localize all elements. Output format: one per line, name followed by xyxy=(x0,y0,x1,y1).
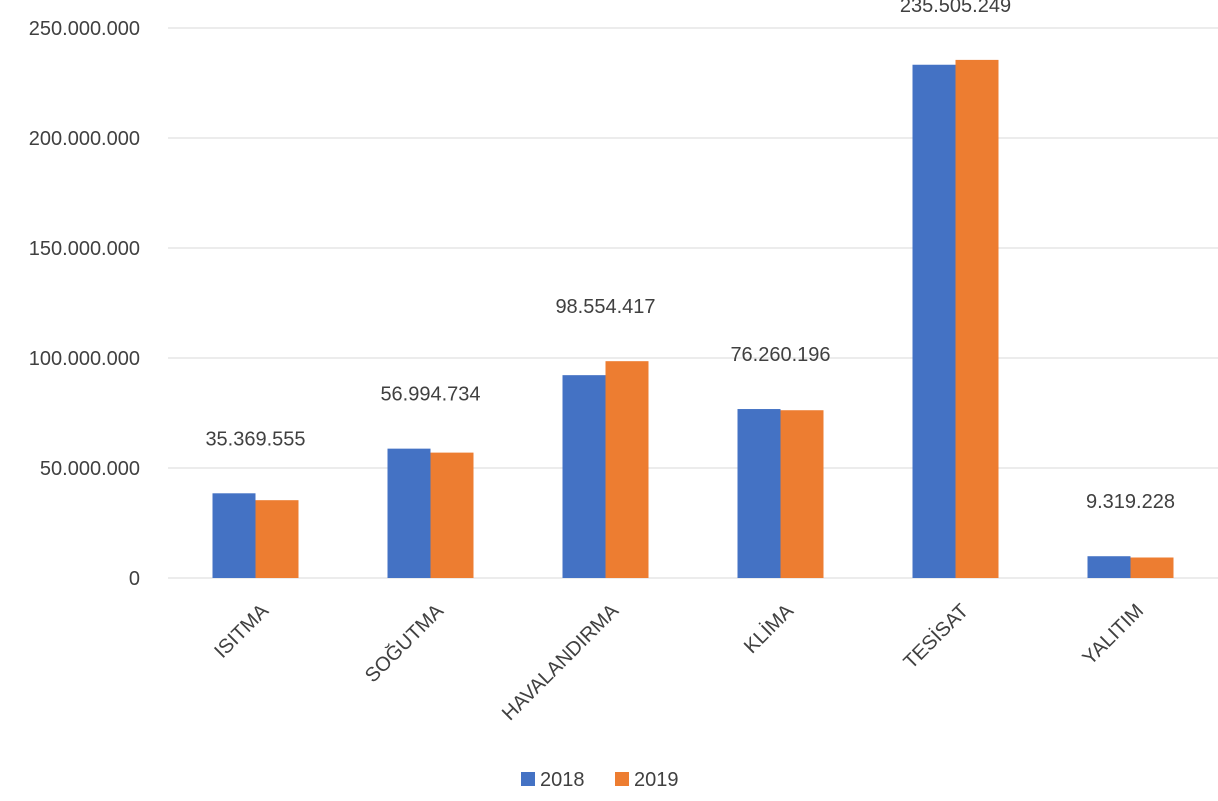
legend-label: 2018 xyxy=(540,769,585,791)
x-category-label: TESİSAT xyxy=(899,599,973,673)
bar-2018-0 xyxy=(212,493,256,578)
bar-2018-5 xyxy=(1087,556,1131,578)
legend: 2018 2019 xyxy=(521,769,679,791)
legend-swatch-2019 xyxy=(615,772,629,786)
data-label: 76.260.196 xyxy=(730,344,830,366)
x-axis-category-labels: ISITMA SOĞUTMA HAVALANDIRMA KLİMA TESİSAT YAL… xyxy=(210,599,1148,725)
bar-2019-1 xyxy=(430,452,474,578)
x-category-label: SOĞUTMA xyxy=(360,599,448,687)
data-label: 235.505.249 xyxy=(900,0,1011,17)
y-tick-label: 0 xyxy=(129,568,140,590)
bar-2018-4 xyxy=(912,64,956,579)
y-tick-label: 200.000.000 xyxy=(29,128,140,150)
bars xyxy=(212,59,1174,579)
data-labels: 35.369.555 56.994.734 98.554.417 76.260.196… xyxy=(205,0,1175,513)
gridlines xyxy=(168,27,1218,579)
bar-2018-2 xyxy=(562,375,606,578)
bar-2018-3 xyxy=(737,409,781,578)
data-label: 98.554.417 xyxy=(555,296,655,318)
bar-2019-5 xyxy=(1130,557,1174,578)
bar-2019-2 xyxy=(605,361,649,578)
bar-2019-4 xyxy=(955,59,999,579)
x-category-label: YALITIM xyxy=(1079,600,1149,670)
y-tick-label: 100.000.000 xyxy=(29,348,140,370)
legend-label: 2019 xyxy=(634,769,679,791)
legend-swatch-2018 xyxy=(521,772,535,786)
y-axis-tick-labels: 0 50.000.000 100.000.000 150.000.000 200.000… xyxy=(29,18,140,590)
bar-2019-3 xyxy=(780,410,824,578)
y-tick-label: 250.000.000 xyxy=(29,18,140,40)
y-tick-label: 50.000.000 xyxy=(40,458,140,480)
y-tick-label: 150.000.000 xyxy=(29,238,140,260)
x-category-label: ISITMA xyxy=(210,600,273,663)
bar-2018-1 xyxy=(387,448,431,578)
x-category-label: HAVALANDIRMA xyxy=(498,600,624,726)
data-label: 9.319.228 xyxy=(1086,491,1175,513)
data-label: 56.994.734 xyxy=(380,384,480,406)
bar-2019-0 xyxy=(255,500,299,578)
x-category-label: KLİMA xyxy=(739,599,798,658)
data-label: 35.369.555 xyxy=(205,428,305,450)
